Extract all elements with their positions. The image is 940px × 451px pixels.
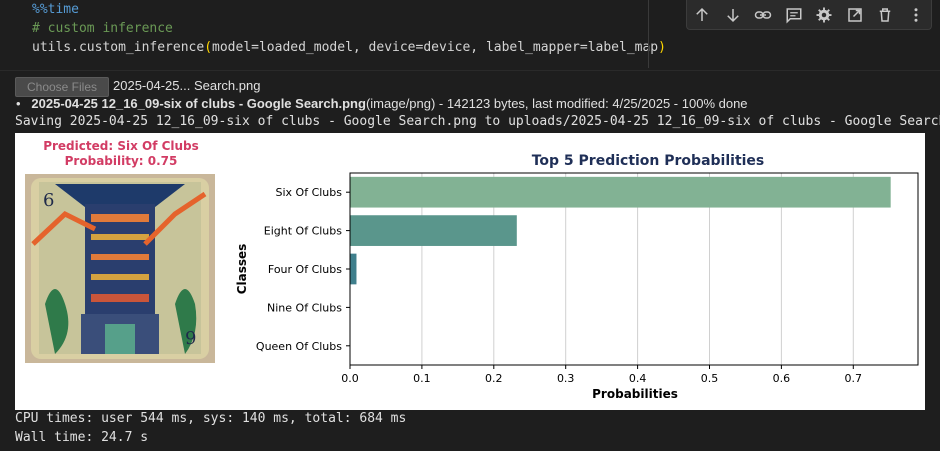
- saving-message: Saving 2025-04-25 12_16_09-six of clubs …: [15, 114, 940, 129]
- comment-button[interactable]: [779, 1, 810, 29]
- uploaded-file-meta: (image/png) - 142123 bytes, last modifie…: [365, 96, 748, 111]
- output-separator: [0, 70, 940, 71]
- predicted-probability: Probability: 0.75: [64, 154, 178, 168]
- code-call-line: utils.custom_inference(model=loaded_mode…: [32, 40, 666, 55]
- move-up-button[interactable]: [687, 1, 718, 29]
- more-icon: [914, 7, 918, 22]
- x-tick-label: 0.6: [773, 372, 791, 385]
- x-tick-label: 0.2: [485, 372, 503, 385]
- saving-text: Saving 2025-04-25 12_16_09-six of clubs …: [15, 114, 940, 129]
- y-tick-label: Four Of Clubs: [268, 263, 342, 276]
- settings-button[interactable]: [809, 1, 840, 29]
- upload-status: • 2025-04-25 12_16_09-six of clubs - Goo…: [16, 96, 748, 111]
- bar-six-of-clubs: [350, 176, 891, 208]
- svg-text:6: 6: [43, 190, 54, 211]
- x-tick-label: 0.5: [701, 372, 719, 385]
- delete-button[interactable]: [870, 1, 901, 29]
- bar-eight-of-clubs: [350, 215, 517, 246]
- selected-file-name: 2025-04-25... Search.png: [113, 78, 261, 93]
- y-tick-label: Queen Of Clubs: [256, 340, 342, 353]
- trash-icon: [880, 7, 891, 22]
- y-tick-label: Nine Of Clubs: [267, 301, 342, 314]
- expand-icon: [848, 7, 862, 22]
- function-args: model=loaded_model, device=device, label…: [212, 40, 659, 55]
- x-tick-label: 0.7: [845, 372, 863, 385]
- x-tick-label: 0.0: [341, 372, 359, 385]
- bar-four-of-clubs: [350, 253, 357, 285]
- magic-command: %%time: [32, 2, 79, 17]
- comment-icon: [786, 7, 802, 24]
- choose-files-button[interactable]: Choose Files: [15, 77, 109, 97]
- predicted-label: Predicted: Six Of Clubs: [43, 139, 199, 153]
- move-down-button[interactable]: [718, 1, 749, 29]
- cell-divider: [648, 0, 649, 68]
- y-axis-label: Classes: [235, 244, 249, 295]
- card-image: 6 9: [25, 174, 215, 363]
- y-tick-label: Six Of Clubs: [276, 186, 343, 199]
- figure-output: Predicted: Six Of Clubs Probability: 0.7…: [15, 133, 925, 410]
- link-button[interactable]: [748, 1, 779, 29]
- x-tick-label: 0.3: [557, 372, 575, 385]
- code-comment: # custom inference: [32, 21, 173, 36]
- arrow-up-icon: [696, 7, 709, 21]
- chart-title: Top 5 Prediction Probabilities: [532, 153, 765, 169]
- bullet: •: [16, 96, 21, 111]
- cpu-times: CPU times: user 544 ms, sys: 140 ms, tot…: [15, 411, 407, 426]
- x-axis-label: Probabilities: [592, 387, 678, 401]
- arrow-down-icon: [726, 8, 739, 22]
- link-icon: [755, 10, 772, 19]
- uploaded-file-name: 2025-04-25 12_16_09-six of clubs - Googl…: [31, 96, 366, 111]
- close-paren: ): [658, 40, 666, 55]
- cell-toolbar: [686, 0, 932, 30]
- open-paren: (: [204, 40, 213, 55]
- more-button[interactable]: [901, 1, 932, 29]
- wall-time: Wall time: 24.7 s: [15, 430, 149, 445]
- y-tick-label: Eight Of Clubs: [264, 225, 342, 238]
- x-tick-label: 0.4: [629, 372, 647, 385]
- mirror-cell-button[interactable]: [840, 1, 871, 29]
- x-tick-label: 0.1: [413, 372, 431, 385]
- gear-icon: [816, 7, 832, 22]
- function-name: utils.custom_inference: [32, 40, 205, 55]
- svg-text:9: 9: [185, 328, 196, 349]
- probability-chart: Top 5 Prediction Probabilities Six Of Cl…: [235, 153, 919, 401]
